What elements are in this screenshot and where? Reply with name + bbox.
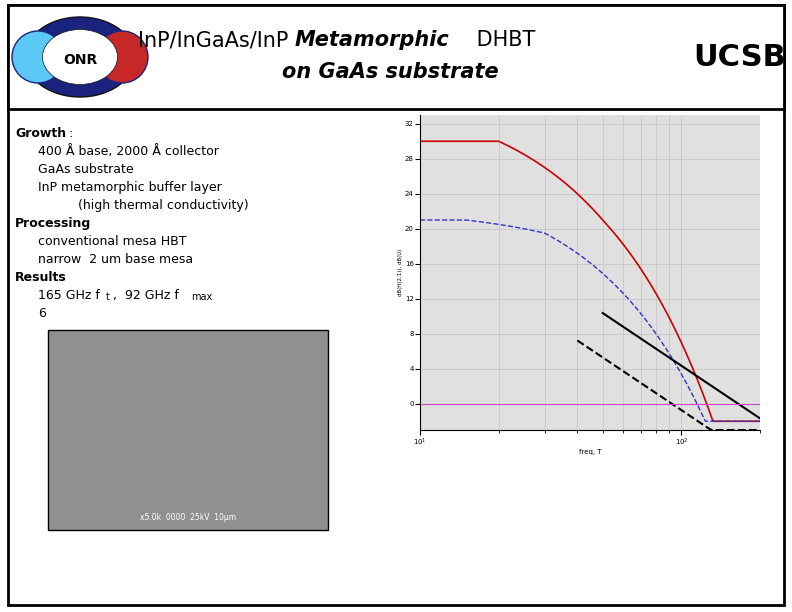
Text: Processing: Processing <box>15 217 91 230</box>
Text: max: max <box>191 292 212 302</box>
Text: narrow  2 um base mesa: narrow 2 um base mesa <box>38 253 193 266</box>
Y-axis label: dB(H(2,1)), dB(U): dB(H(2,1)), dB(U) <box>398 249 403 296</box>
Text: Results: Results <box>15 271 67 284</box>
Text: on GaAs substrate: on GaAs substrate <box>282 62 498 82</box>
Bar <box>8 5 784 109</box>
Bar <box>48 330 328 530</box>
Text: 165 GHz f: 165 GHz f <box>38 289 100 302</box>
Text: Growth: Growth <box>15 127 66 140</box>
Text: x5.0k  0000  25kV  10μm: x5.0k 0000 25kV 10μm <box>140 513 236 522</box>
Text: InP metamorphic buffer layer: InP metamorphic buffer layer <box>38 181 222 194</box>
Text: 400 Å base, 2000 Å collector: 400 Å base, 2000 Å collector <box>38 145 219 158</box>
Text: InP/InGaAs/InP: InP/InGaAs/InP <box>138 30 295 50</box>
Text: DHBT: DHBT <box>470 30 535 50</box>
Text: ONR: ONR <box>63 53 97 67</box>
Text: OFFICE OF: OFFICE OF <box>66 40 94 45</box>
Text: ,  92 GHz f: , 92 GHz f <box>113 289 179 302</box>
Text: triple-mesa device: triple-mesa device <box>560 135 670 148</box>
Ellipse shape <box>43 29 117 84</box>
Circle shape <box>12 31 64 83</box>
X-axis label: freq, T: freq, T <box>579 449 601 455</box>
Text: Metamorphic: Metamorphic <box>295 30 450 50</box>
Circle shape <box>96 31 148 83</box>
Text: (not transferred-substrate): (not transferred-substrate) <box>560 153 719 166</box>
Text: t: t <box>688 207 695 226</box>
Ellipse shape <box>25 17 135 97</box>
Text: (high thermal conductivity): (high thermal conductivity) <box>38 199 249 212</box>
Text: 165 GHz f: 165 GHz f <box>545 211 683 239</box>
Text: NAVAL RESEARCH: NAVAL RESEARCH <box>55 72 105 78</box>
Text: conventional mesa HBT: conventional mesa HBT <box>38 235 186 248</box>
Text: t: t <box>106 292 110 302</box>
Text: UCSB: UCSB <box>694 42 786 72</box>
Text: :: : <box>69 127 73 140</box>
Text: 92 GHz f: 92 GHz f <box>545 251 664 279</box>
Text: 6: 6 <box>38 307 46 320</box>
Text: GaAs substrate: GaAs substrate <box>38 163 134 176</box>
Text: max: max <box>665 248 701 266</box>
